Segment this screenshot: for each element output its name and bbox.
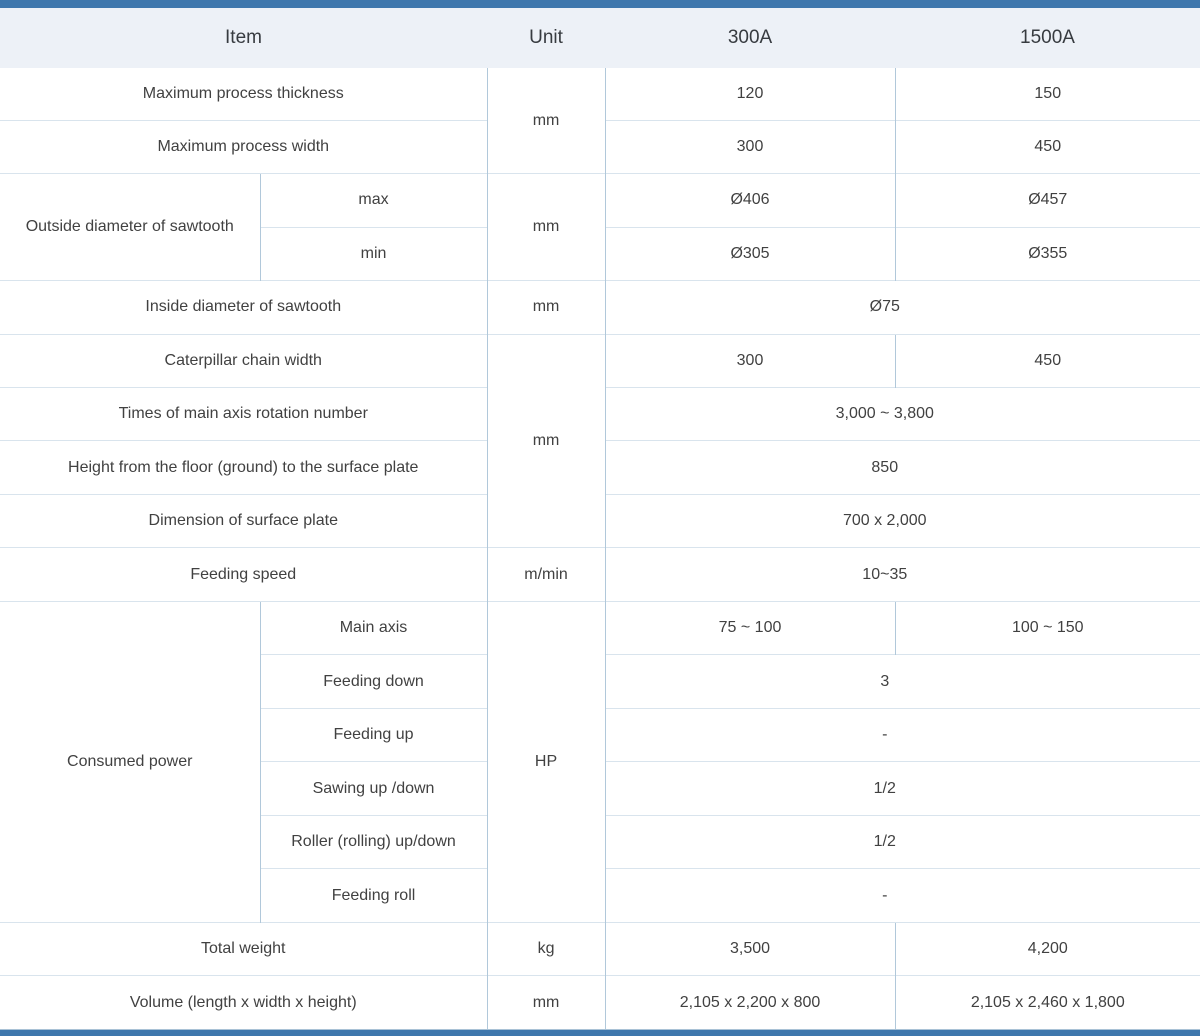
merged-value-cell: - xyxy=(604,707,1200,762)
unit-cell: mm xyxy=(486,68,606,174)
table-row: Outside diameter of sawtooth max mm Ø406… xyxy=(0,173,1200,281)
item-cell: Caterpillar chain width xyxy=(0,333,488,388)
table-row: Feeding down 3 xyxy=(0,654,1200,709)
table-row: Sawing up /down 1/2 xyxy=(0,761,1200,816)
value-300a-cell: 75 ~ 100 xyxy=(604,600,896,655)
table-row: min Ø305 Ø355 xyxy=(0,226,1200,281)
merged-value-cell: - xyxy=(604,868,1200,923)
table-row: Feeding up - xyxy=(0,707,1200,762)
top-accent-bar xyxy=(0,0,1200,8)
sub-item-cell: Roller (rolling) up/down xyxy=(259,814,488,869)
value-300a-cell: Ø406 xyxy=(604,173,896,228)
unit-cell: mm xyxy=(486,280,606,335)
item-cell: Volume (length x width x height) xyxy=(0,975,488,1030)
value-300a-cell: 2,105 x 2,200 x 800 xyxy=(604,975,896,1030)
value-1500a-cell: 450 xyxy=(894,119,1200,174)
value-300a-cell: 300 xyxy=(604,333,896,388)
sub-item-cell: Feeding roll xyxy=(259,868,488,923)
table-row: Dimension of surface plate 700 x 2,000 xyxy=(0,493,1200,548)
merged-value-cell: 3,000 ~ 3,800 xyxy=(604,386,1200,441)
spec-table: Item Unit 300A 1500A Maximum process thi… xyxy=(0,8,1200,1030)
value-1500a-cell: Ø355 xyxy=(894,226,1200,281)
value-1500a-cell: 4,200 xyxy=(894,921,1200,976)
value-300a-cell: 120 xyxy=(604,68,896,121)
table-row: Inside diameter of sawtooth mm Ø75 xyxy=(0,280,1200,335)
value-1500a-cell: 2,105 x 2,460 x 1,800 xyxy=(894,975,1200,1030)
header-row: Item Unit 300A 1500A xyxy=(0,8,1200,68)
table-row: Volume (length x width x height) mm 2,10… xyxy=(0,975,1200,1030)
item-cell: Maximum process thickness xyxy=(0,68,488,121)
item-cell: Total weight xyxy=(0,921,488,976)
table-row: Times of main axis rotation number 3,000… xyxy=(0,386,1200,441)
value-1500a-cell: 150 xyxy=(894,68,1200,121)
sub-item-cell: Main axis xyxy=(259,600,488,655)
sub-item-cell: Sawing up /down xyxy=(259,761,488,816)
item-cell: Inside diameter of sawtooth xyxy=(0,280,488,335)
sub-item-cell: min xyxy=(259,226,488,281)
item-cell: Outside diameter of sawtooth xyxy=(0,173,260,281)
table-row: Caterpillar chain width mm 300 450 xyxy=(0,333,1200,548)
unit-cell: mm xyxy=(486,173,606,281)
item-cell: Times of main axis rotation number xyxy=(0,386,488,441)
table-row: Feeding speed m/min 10~35 xyxy=(0,547,1200,602)
table-row: Feeding roll - xyxy=(0,868,1200,923)
merged-value-cell: 700 x 2,000 xyxy=(604,493,1200,548)
unit-cell: mm xyxy=(486,333,606,548)
item-cell: Maximum process width xyxy=(0,119,488,174)
unit-cell: m/min xyxy=(486,547,606,602)
value-300a-cell: Ø305 xyxy=(604,226,896,281)
table-row: Maximum process thickness mm 120 150 xyxy=(0,68,1200,174)
sub-item-cell: Feeding up xyxy=(259,707,488,762)
unit-cell: HP xyxy=(486,600,606,923)
item-cell: Height from the floor (ground) to the su… xyxy=(0,440,488,495)
bottom-accent-bar xyxy=(0,1030,1200,1036)
merged-value-cell: 1/2 xyxy=(604,761,1200,816)
table-row: Consumed power Main axis HP 75 ~ 100 100… xyxy=(0,600,1200,923)
table-row: Roller (rolling) up/down 1/2 xyxy=(0,814,1200,869)
sub-item-cell: Feeding down xyxy=(259,654,488,709)
value-300a-cell: 300 xyxy=(604,119,896,174)
value-1500a-cell: 450 xyxy=(894,333,1200,388)
column-header-item: Item xyxy=(0,8,488,68)
merged-value-cell: 850 xyxy=(604,440,1200,495)
merged-value-cell: Ø75 xyxy=(604,280,1200,335)
item-cell: Dimension of surface plate xyxy=(0,493,488,548)
value-1500a-cell: 100 ~ 150 xyxy=(894,600,1200,655)
value-1500a-cell: Ø457 xyxy=(894,173,1200,228)
merged-value-cell: 1/2 xyxy=(604,814,1200,869)
sub-item-cell: max xyxy=(259,173,488,228)
table-row: Total weight kg 3,500 4,200 xyxy=(0,921,1200,976)
item-cell: Consumed power xyxy=(0,600,260,923)
unit-cell: mm xyxy=(486,975,606,1030)
item-cell: Feeding speed xyxy=(0,547,488,602)
value-300a-cell: 3,500 xyxy=(604,921,896,976)
table-row: Maximum process width 300 450 xyxy=(0,119,1200,174)
merged-value-cell: 10~35 xyxy=(604,547,1200,602)
table-row: Height from the floor (ground) to the su… xyxy=(0,440,1200,495)
merged-value-cell: 3 xyxy=(604,654,1200,709)
column-header-1500a: 1500A xyxy=(895,8,1200,68)
unit-cell: kg xyxy=(486,921,606,976)
column-header-unit: Unit xyxy=(487,8,606,68)
column-header-300a: 300A xyxy=(605,8,896,68)
